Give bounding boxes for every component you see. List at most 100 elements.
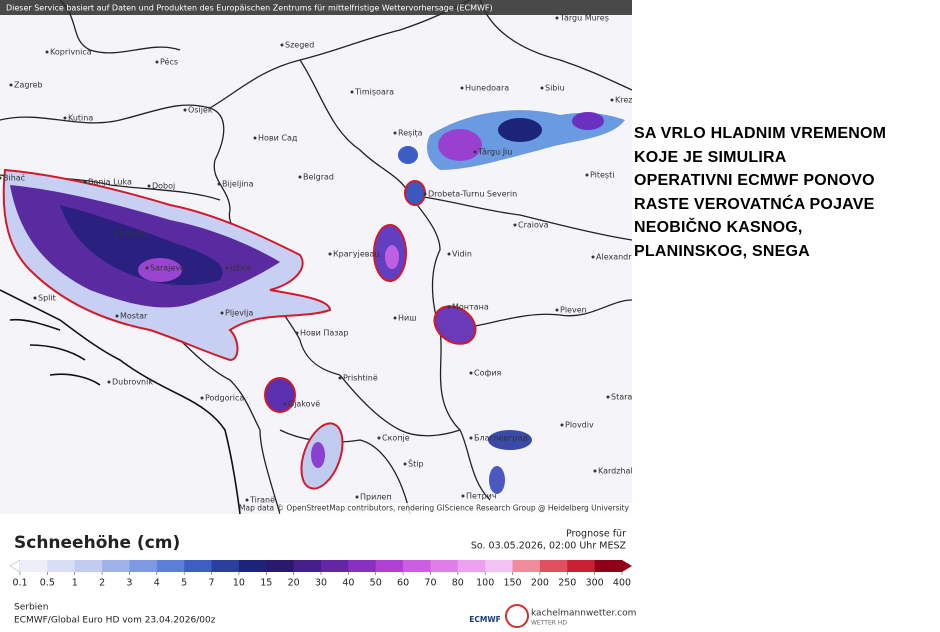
city-dot	[147, 184, 151, 188]
colorbar-segment	[20, 560, 48, 572]
city-label: Travnik	[117, 230, 147, 239]
colorbar-tick-label: 0.5	[40, 578, 55, 589]
colorbar-segment	[403, 560, 431, 572]
city-label: Plovdiv	[565, 421, 594, 430]
city-label: Podgorica	[205, 394, 244, 403]
colorbar-segment	[567, 560, 596, 572]
colorbar-segment	[594, 560, 623, 572]
header-attribution: Dieser Service basiert auf Daten und Pro…	[6, 4, 493, 13]
city-label: Bihać	[3, 173, 25, 183]
city-label: Târgu Mureș	[559, 14, 609, 24]
city-dot	[469, 436, 473, 440]
colorbar-tick-label: 50	[370, 578, 382, 589]
city-dot	[461, 494, 465, 498]
city-label: Koprivnica	[50, 48, 92, 57]
city-dot	[350, 90, 354, 94]
colorbar-tick-label: 1	[72, 578, 78, 589]
colorbar-tick-label: 3	[126, 578, 132, 589]
colorbar-arrow-left	[9, 559, 21, 573]
city-dot	[45, 50, 49, 54]
colorbar-segment	[266, 560, 295, 572]
city-label: Pljevlja	[225, 309, 253, 318]
city-label: Vidin	[452, 250, 472, 259]
city-label: Doboj	[152, 182, 175, 191]
city-dot	[245, 498, 249, 502]
colorbar-segment	[485, 560, 514, 572]
colorbar-segment	[211, 560, 240, 572]
colorbar-segment	[156, 560, 185, 572]
city-label: Zagreb	[14, 81, 43, 90]
colorbar-tick-label: 0.1	[12, 578, 27, 589]
colorbar-segment	[539, 560, 568, 572]
colorbar-segment	[293, 560, 322, 572]
city-label: Скопје	[382, 434, 410, 443]
city-dot	[610, 98, 614, 102]
city-dot	[328, 252, 332, 256]
city-dot	[253, 136, 257, 140]
city-label: Нови Сад	[258, 134, 298, 143]
snow-areas	[2, 110, 625, 494]
city-label: Благоевград	[474, 434, 528, 443]
city-dot	[513, 223, 517, 227]
city-dot	[606, 395, 610, 399]
city-label: Drobeta-Turnu Severin	[428, 190, 517, 199]
colorbar-segment	[238, 560, 267, 572]
city-label: Timișoara	[354, 88, 394, 98]
city-label: Stara	[611, 393, 632, 402]
city-dot	[145, 266, 149, 270]
colorbar-segment	[348, 560, 377, 572]
site-name: kachelmannwetter.com	[531, 609, 636, 619]
city-label: Петрич	[466, 492, 497, 501]
city-dot	[63, 116, 67, 120]
city-label: Pitești	[590, 171, 614, 181]
city-dot	[283, 402, 287, 406]
coastline	[0, 289, 241, 514]
overlay-line: SA VRLO HLADNIM VREMENOM	[634, 125, 887, 142]
city-dot	[115, 314, 119, 318]
footer-region: Serbien	[14, 603, 48, 613]
city-dot	[393, 316, 397, 320]
city-dot	[280, 43, 284, 47]
legend-title: Schneehöhe (cm)	[14, 533, 180, 553]
colorbar-tick-label: 200	[531, 578, 549, 589]
city-dot	[338, 376, 342, 380]
colorbar-tick-label: 100	[476, 578, 494, 589]
city-label: Mostar	[120, 312, 148, 321]
colorbar-segment	[457, 560, 486, 572]
credit-bg	[280, 503, 632, 514]
ecmwf-logo: ECMWF	[469, 615, 501, 624]
city-dot	[33, 296, 37, 300]
city-dot	[473, 150, 477, 154]
forecast-label: Prognose für	[566, 529, 626, 540]
colorbar-tick-label: 70	[424, 578, 436, 589]
city-label: Dubrovnik	[112, 378, 153, 387]
city-dot	[403, 462, 407, 466]
colorbar-segment	[184, 560, 213, 572]
city-label: Gjakovë	[288, 400, 320, 409]
city-dot	[217, 182, 221, 186]
city-dot	[355, 495, 359, 499]
city-dot	[83, 180, 87, 184]
colorbar-arrow-right	[622, 560, 632, 572]
colorbar-segment	[47, 560, 76, 572]
colorbar-tick-label: 150	[503, 578, 521, 589]
colorbar-segment	[74, 560, 103, 572]
colorbar-segment	[512, 560, 541, 572]
city-label: Prishtinë	[343, 374, 378, 383]
city-label: Štip	[408, 458, 424, 469]
header-bar	[0, 0, 632, 15]
city-dot	[540, 86, 544, 90]
colorbar-tick-label: 15	[260, 578, 272, 589]
city-dot	[183, 108, 187, 112]
colorbar-tick-label: 4	[154, 578, 160, 589]
city-dot	[469, 371, 473, 375]
city-label: Pleven	[560, 306, 587, 315]
colorbar-segment	[430, 560, 459, 572]
overlay-line: NEOBIČNO KASNOG,	[634, 219, 803, 236]
overlay-text: SA VRLO HLADNIM VREMENOM KOJE JE SIMULIR…	[634, 122, 886, 263]
city-dot	[220, 311, 224, 315]
city-dot	[555, 308, 559, 312]
city-dot	[585, 173, 589, 177]
city-label: Užice	[230, 264, 252, 273]
